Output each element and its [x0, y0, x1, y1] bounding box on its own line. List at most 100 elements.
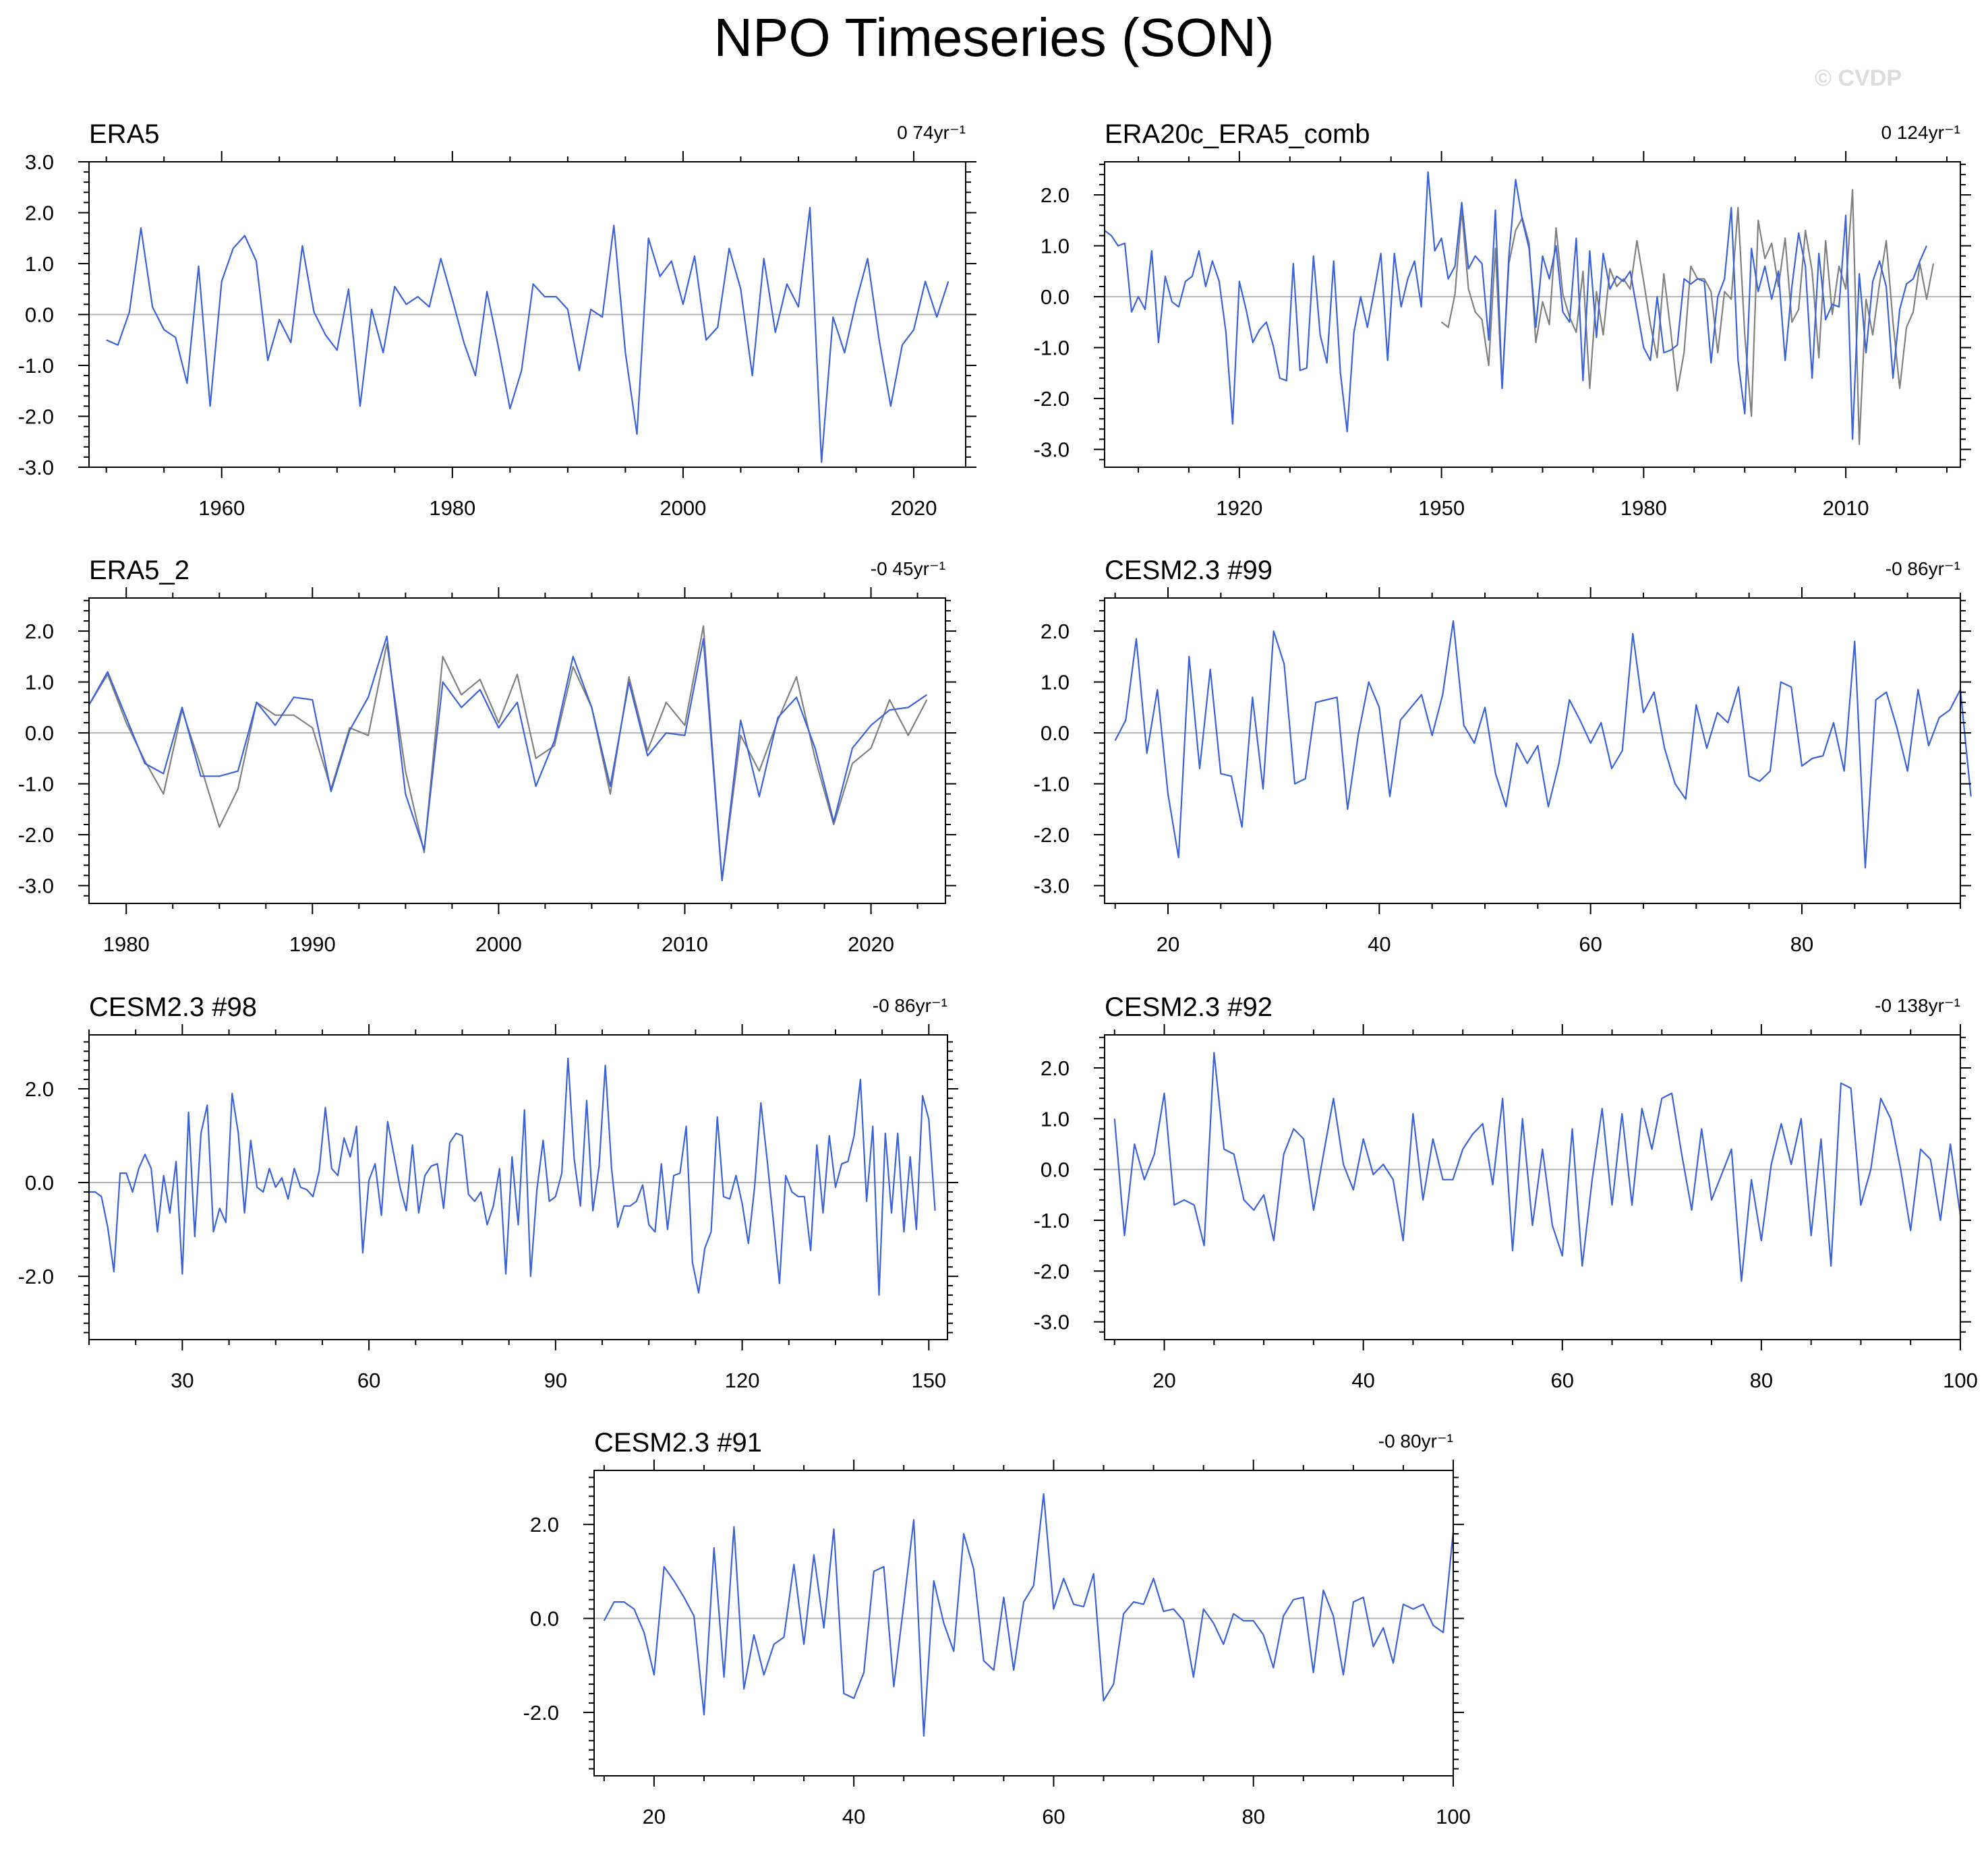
y-tick-label: 2.0 — [1041, 1056, 1070, 1080]
x-tick-label: 2020 — [848, 932, 894, 956]
x-tick-label: 60 — [1042, 1805, 1065, 1828]
y-tick-label: -2.0 — [18, 1265, 54, 1288]
x-tick-label: 20 — [643, 1805, 666, 1828]
x-tick-label: 80 — [1241, 1805, 1264, 1828]
y-tick-label: -2.0 — [18, 823, 54, 847]
x-tick-label: 2000 — [475, 932, 522, 956]
series-line-cesm2-3-99 — [1114, 620, 1972, 869]
x-tick-label: 2010 — [662, 932, 708, 956]
x-tick-label: 40 — [1368, 932, 1391, 956]
plot-frame — [593, 1470, 1454, 1776]
trend-label: -0 80yr⁻¹ — [1378, 1431, 1453, 1452]
y-tick-label: 2.0 — [1041, 620, 1070, 643]
x-tick-label: 60 — [1579, 932, 1602, 956]
y-tick-label: 0.0 — [1041, 285, 1070, 309]
plot-frame — [1104, 161, 1961, 468]
y-tick-label: 2.0 — [25, 1077, 54, 1101]
series-line-era5-2 — [88, 635, 928, 882]
y-tick-label: 0.0 — [1041, 1158, 1070, 1182]
y-tick-label: -3.0 — [1034, 438, 1070, 462]
y-tick-label: 1.0 — [1041, 1107, 1070, 1131]
y-tick-label: -2.0 — [18, 405, 54, 429]
y-tick-label: 1.0 — [25, 252, 54, 276]
y-tick-label: 1.0 — [1041, 235, 1070, 258]
plot-frame — [88, 1034, 948, 1340]
x-tick-label: 40 — [1351, 1369, 1374, 1392]
panel-title: CESM2.3 #98 — [89, 992, 257, 1022]
panel-3: ERA5_2 -0 45yr⁻¹ -3.0 -2.0 -1.0 0.0 1.0 2.0 1980… — [18, 556, 956, 956]
y-tick-label: -2.0 — [523, 1701, 559, 1725]
x-tick-label: 100 — [1943, 1369, 1978, 1392]
x-tick-label: 80 — [1790, 932, 1813, 956]
y-tick-label: 2.0 — [25, 620, 54, 643]
panel-2: ERA20c_ERA5_comb 0 124yr⁻¹ -3.0 -2.0 -1.0 0.0… — [1034, 119, 1971, 520]
panel-title: ERA5_2 — [89, 556, 189, 585]
series-line-cesm2-3-91 — [603, 1493, 1455, 1737]
y-tick-label: 2.0 — [25, 202, 54, 225]
plot-frame — [88, 597, 946, 904]
trend-label: -0 138yr⁻¹ — [1875, 995, 1960, 1016]
panel-title: ERA5 — [89, 119, 160, 149]
y-tick-label: 1.0 — [25, 671, 54, 694]
y-tick-label: -3.0 — [1034, 1311, 1070, 1334]
x-tick-label: 2000 — [660, 496, 706, 520]
series-line-era20c-era5-comb — [1104, 171, 1928, 440]
trend-label: -0 45yr⁻¹ — [871, 558, 945, 579]
panel-title: CESM2.3 #99 — [1105, 556, 1273, 585]
x-tick-label: 120 — [725, 1369, 760, 1392]
figure-title: NPO Timeseries (SON) — [713, 7, 1274, 67]
plot-frame — [1104, 597, 1961, 904]
panel-4: CESM2.3 #99 -0 86yr⁻¹ -3.0 -2.0 -1.0 0.0 1.0 2.… — [1034, 556, 1972, 956]
x-tick-label: 40 — [842, 1805, 865, 1828]
x-tick-label: 2020 — [891, 496, 937, 520]
series-line-era5 — [106, 206, 949, 463]
panel-6: CESM2.3 #92 -0 138yr⁻¹ -3.0 -2.0 -1.0 0.0 1.0 2… — [1034, 992, 1978, 1392]
y-tick-label: 0.0 — [25, 303, 54, 327]
y-tick-label: -1.0 — [18, 773, 54, 796]
x-tick-label: 1920 — [1216, 496, 1262, 520]
y-tick-label: -3.0 — [18, 874, 54, 898]
x-tick-label: 90 — [544, 1369, 567, 1392]
x-tick-label: 2010 — [1823, 496, 1869, 520]
y-tick-label: 2.0 — [530, 1513, 559, 1536]
series-line-era5 — [88, 625, 928, 882]
trend-label: -0 86yr⁻¹ — [1885, 558, 1960, 579]
panel-title: CESM2.3 #91 — [594, 1428, 762, 1458]
y-tick-label: -3.0 — [1034, 874, 1070, 898]
x-tick-label: 20 — [1157, 932, 1179, 956]
series-line-cesm2-3-92 — [1113, 1052, 1962, 1282]
x-tick-label: 1980 — [429, 496, 475, 520]
panel-title: ERA20c_ERA5_comb — [1105, 119, 1370, 149]
panel-1: ERA5 0 74yr⁻¹ -3.0 -2.0 -1.0 0.0 1.0 2.0 3.0 1960… — [18, 119, 976, 520]
y-tick-label: -3.0 — [18, 456, 54, 479]
plot-frame — [1104, 1034, 1961, 1340]
y-tick-label: -1.0 — [1034, 336, 1070, 360]
y-tick-label: -1.0 — [1034, 773, 1070, 796]
y-tick-label: -1.0 — [1034, 1209, 1070, 1232]
x-tick-label: 80 — [1750, 1369, 1773, 1392]
watermark: © CVDP — [1815, 65, 1902, 91]
y-tick-label: -2.0 — [1034, 823, 1070, 847]
y-tick-label: 2.0 — [1041, 183, 1070, 207]
trend-label: 0 124yr⁻¹ — [1881, 122, 1961, 143]
x-tick-label: 30 — [171, 1369, 194, 1392]
x-tick-label: 1980 — [103, 932, 150, 956]
panel-7: CESM2.3 #91 -0 80yr⁻¹ -2.0 0.0 2.0 20 40 60 80 10… — [523, 1428, 1471, 1828]
y-tick-label: 0.0 — [1041, 721, 1070, 745]
x-tick-label: 150 — [911, 1369, 946, 1392]
y-tick-label: 1.0 — [1041, 671, 1070, 694]
x-tick-label: 1990 — [289, 932, 336, 956]
x-tick-label: 1950 — [1418, 496, 1465, 520]
y-tick-label: 3.0 — [25, 150, 54, 174]
y-tick-label: -2.0 — [1034, 387, 1070, 411]
y-tick-label: 0.0 — [25, 1171, 54, 1195]
trend-label: -0 86yr⁻¹ — [873, 995, 947, 1016]
y-tick-label: 0.0 — [25, 721, 54, 745]
x-tick-label: 1960 — [198, 496, 245, 520]
x-tick-label: 100 — [1436, 1805, 1471, 1828]
x-tick-label: 20 — [1152, 1369, 1175, 1392]
trend-label: 0 74yr⁻¹ — [897, 122, 966, 143]
panel-title: CESM2.3 #92 — [1105, 992, 1273, 1022]
series-line-era20c — [1440, 189, 1935, 446]
